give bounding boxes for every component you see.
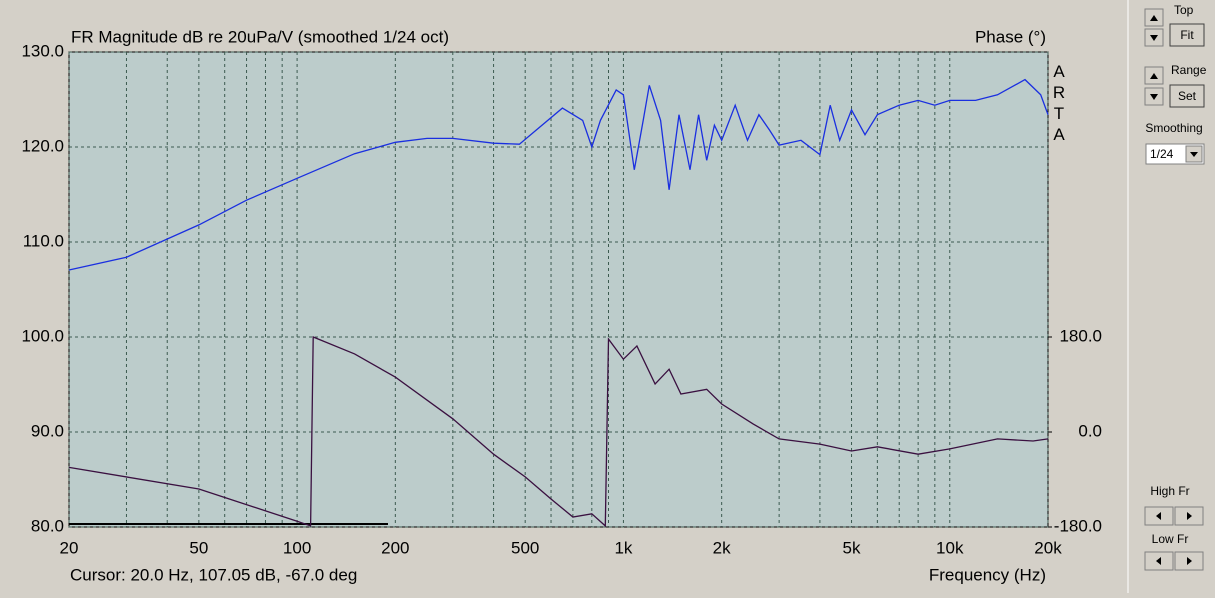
range-spin[interactable] — [1144, 66, 1164, 106]
y2-tick-label: 0.0 — [1078, 421, 1102, 440]
chart-title: FR Magnitude dB re 20uPa/V (smoothed 1/2… — [71, 27, 449, 46]
y-tick-label: 80.0 — [31, 516, 64, 535]
x-axis-label: Frequency (Hz) — [929, 565, 1046, 584]
x-tick-label: 500 — [511, 538, 539, 557]
smoothing-value[interactable]: 1/24 — [1150, 147, 1174, 161]
y-tick-label: 120.0 — [21, 136, 64, 155]
watermark: ARTA — [1050, 62, 1069, 146]
low-fr-buttons[interactable] — [1144, 551, 1204, 571]
y2-tick-label: 180.0 — [1059, 326, 1102, 345]
y-tick-label: 90.0 — [31, 421, 64, 440]
y-tick-label: 100.0 — [21, 326, 64, 345]
high-fr-buttons[interactable] — [1144, 506, 1204, 526]
x-tick-label: 20 — [60, 538, 79, 557]
smoothing-label: Smoothing — [1145, 121, 1202, 135]
x-tick-label: 20k — [1034, 538, 1062, 557]
low-fr-label: Low Fr — [1152, 532, 1189, 546]
y2-tick-label: -180.0 — [1054, 516, 1102, 535]
y-tick-label: 110.0 — [23, 231, 64, 250]
phase-axis-label: Phase (°) — [975, 27, 1046, 46]
x-tick-label: 2k — [713, 538, 731, 557]
dropdown-arrow — [1190, 152, 1198, 157]
cursor-readout: Cursor: 20.0 Hz, 107.05 dB, -67.0 deg — [70, 565, 357, 584]
top-label: Top — [1174, 3, 1194, 17]
fit-button[interactable] — [1169, 23, 1205, 47]
top-spin[interactable] — [1144, 8, 1164, 47]
x-tick-label: 50 — [189, 538, 208, 557]
x-tick-label: 100 — [283, 538, 311, 557]
set-button-label[interactable]: Set — [1178, 89, 1197, 103]
set-button[interactable] — [1169, 84, 1205, 108]
series-line — [68, 78, 1049, 271]
plot-area — [68, 51, 1049, 528]
x-tick-label: 10k — [936, 538, 964, 557]
series-line — [68, 336, 1049, 528]
x-tick-label: 5k — [843, 538, 861, 557]
x-tick-label: 1k — [614, 538, 632, 557]
fit-button-label[interactable]: Fit — [1180, 28, 1194, 42]
y-tick-label: 130.0 — [21, 41, 64, 60]
range-label: Range — [1171, 63, 1207, 77]
high-fr-label: High Fr — [1150, 484, 1189, 498]
x-tick-label: 200 — [381, 538, 409, 557]
